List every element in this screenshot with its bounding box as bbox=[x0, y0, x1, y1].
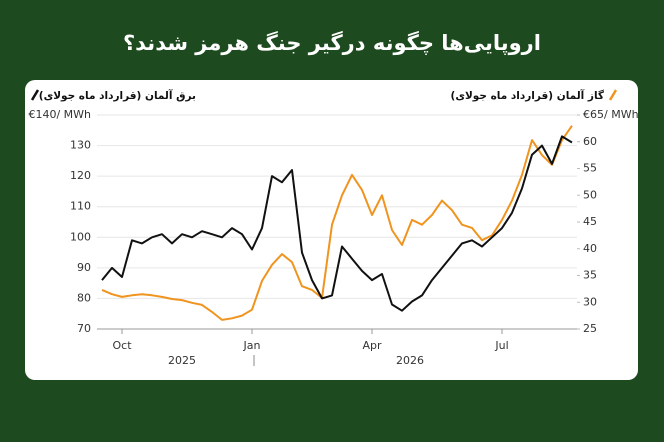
y2-tick-label: 40 bbox=[583, 242, 597, 255]
y2-tick-label: 25 bbox=[583, 322, 597, 335]
y-tick-label: 120 bbox=[70, 169, 91, 182]
legend-label: برق آلمان (قرارداد ماه جولای) bbox=[39, 89, 196, 102]
line-series bbox=[101, 135, 573, 312]
y2-tick-label: 45 bbox=[583, 215, 597, 228]
x-tick-label: Apr bbox=[362, 339, 382, 352]
y2-tick-label: €65/ MWh bbox=[583, 108, 639, 121]
legend-label: گاز آلمان (قرارداد ماه جولای) bbox=[451, 89, 605, 102]
year-label: 2025 bbox=[168, 354, 196, 367]
x-tick-label: Jan bbox=[243, 339, 261, 352]
y2-tick-label: 30 bbox=[583, 295, 597, 308]
legend-swatch bbox=[30, 89, 40, 101]
y2-tick-label: 35 bbox=[583, 269, 597, 282]
x-tick-label: Oct bbox=[112, 339, 132, 352]
year-label: 2026 bbox=[396, 354, 424, 367]
y2-tick-label: 55 bbox=[583, 162, 597, 175]
y-tick-label: 80 bbox=[77, 291, 91, 304]
y-tick-label: 90 bbox=[77, 261, 91, 274]
line-series bbox=[101, 125, 573, 321]
y-tick-label: 130 bbox=[70, 139, 91, 152]
x-tick-label: Jul bbox=[494, 339, 508, 352]
y-tick-label: €140/ MWh bbox=[28, 108, 91, 121]
chart-title: اروپایی‌ها چگونه درگیر جنگ هرمز شدند؟ bbox=[123, 30, 541, 55]
y-tick-label: 70 bbox=[77, 322, 91, 335]
legend-swatch bbox=[608, 89, 618, 101]
y2-tick-label: 60 bbox=[583, 135, 597, 148]
y-tick-label: 100 bbox=[70, 230, 91, 243]
y2-tick-label: 50 bbox=[583, 188, 597, 201]
y-tick-label: 110 bbox=[70, 200, 91, 213]
